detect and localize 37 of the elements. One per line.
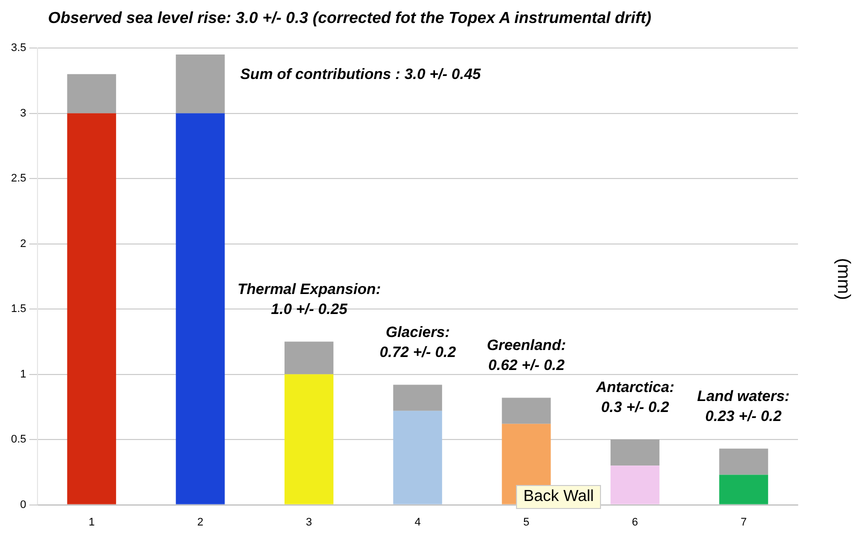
- y-tick-label: 1: [20, 368, 26, 380]
- x-tick-label: 1: [88, 516, 95, 528]
- bar: [393, 384, 442, 411]
- x-tick-label: 5: [523, 516, 530, 528]
- y-tick-label: 0: [20, 498, 26, 511]
- y-tick-label: 1.5: [10, 303, 26, 316]
- y-tick-label: 2: [20, 238, 26, 250]
- bar: [610, 466, 660, 504]
- y-tick-label: 3: [20, 107, 26, 120]
- annotation: Land waters: 0.23 +/- 0.2: [697, 386, 790, 427]
- x-tick-label: 6: [632, 516, 638, 528]
- annotation: Thermal Expansion: 1.0 +/- 0.25: [237, 280, 381, 320]
- annotation: Sum of contributions : 3.0 +/- 0.45: [240, 64, 481, 85]
- annotation: Glaciers: 0.72 +/- 0.2: [380, 322, 456, 363]
- chart-title: Observed sea level rise: 3.0 +/- 0.3 (corrected fot the Topex A instrumental drift): [48, 10, 652, 28]
- x-tick-label: 2: [197, 516, 204, 528]
- x-tick-label: 3: [306, 516, 312, 528]
- bar: [176, 54, 225, 114]
- bar: [284, 374, 334, 504]
- bar: [176, 113, 225, 504]
- y-tick-label: 2.5: [10, 172, 26, 185]
- bar: [719, 448, 768, 475]
- x-tick-label: 4: [414, 516, 421, 528]
- y-tick-label: 0.5: [10, 434, 26, 446]
- bar: [502, 398, 551, 424]
- bar: [67, 113, 116, 504]
- annotation: Antarctica: 0.3 +/- 0.2: [596, 378, 674, 418]
- annotation: Back Wall: [516, 484, 601, 509]
- x-tick-label: 7: [740, 516, 747, 528]
- y-axis-title: (mm): [833, 258, 854, 300]
- bar: [67, 74, 116, 114]
- bar: [719, 474, 768, 504]
- bar: [610, 440, 660, 466]
- bar: [284, 342, 334, 374]
- annotation: Greenland: 0.62 +/- 0.2: [486, 336, 566, 376]
- bar: [393, 410, 442, 504]
- y-tick-label: 3.5: [10, 42, 26, 54]
